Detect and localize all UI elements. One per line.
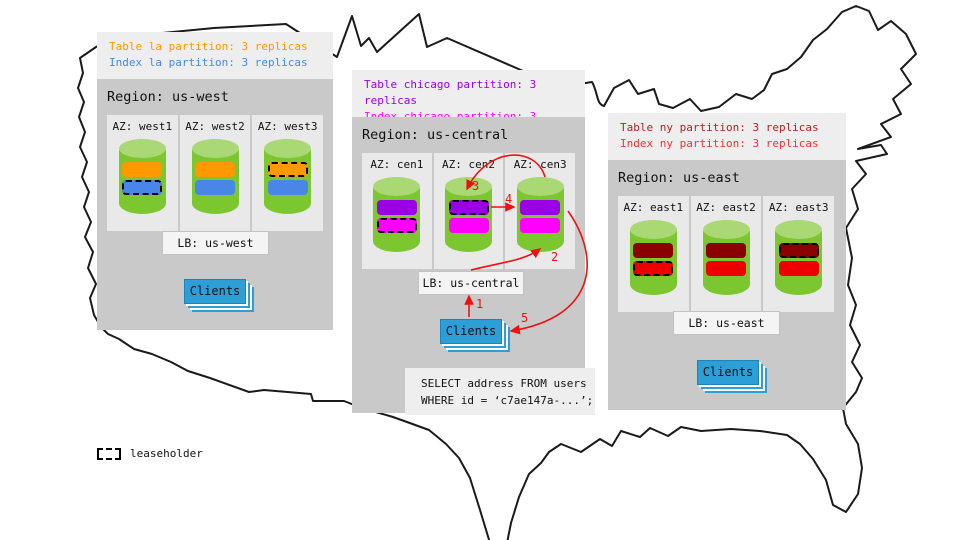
az-west3-label: AZ: west3 xyxy=(257,120,318,133)
db-node-west1 xyxy=(118,139,166,214)
region-us-west: Region: us-west AZ: west1 AZ: west2 AZ: … xyxy=(97,79,333,330)
flow-step-5: 5 xyxy=(521,311,529,325)
az-west1: AZ: west1 xyxy=(107,115,178,231)
us-west-index-partition-note: Index la partition: 3 replicas xyxy=(109,56,308,69)
table-partition-leaseholder xyxy=(778,243,819,258)
load-balancer-us-west: LB: us-west xyxy=(162,231,269,255)
clients-us-east: Clients xyxy=(697,360,759,385)
table-partition-replica xyxy=(195,162,235,177)
leaseholder-swatch-icon xyxy=(97,447,121,460)
az-east1: AZ: east1 xyxy=(618,196,689,312)
az-cen1-label: AZ: cen1 xyxy=(370,158,424,171)
db-node-cen3 xyxy=(516,177,564,252)
index-partition-replica xyxy=(520,218,561,233)
replica-bars xyxy=(119,162,166,195)
az-cen2: AZ: cen2 xyxy=(433,153,504,269)
index-partition-replica xyxy=(778,261,819,276)
db-node-east2 xyxy=(702,220,750,295)
table-partition-replica xyxy=(633,243,674,258)
us-west-az-row: AZ: west1 AZ: west2 AZ: west3 xyxy=(107,115,324,231)
az-west2: AZ: west2 xyxy=(179,115,251,231)
az-west1-label: AZ: west1 xyxy=(112,120,173,133)
replica-bars xyxy=(192,162,239,195)
sql-query: SELECT address FROM users WHERE id = ‘c7… xyxy=(405,368,595,415)
db-node-east1 xyxy=(629,220,677,295)
index-partition-leaseholder xyxy=(633,261,674,276)
db-node-cen1 xyxy=(373,177,421,252)
leaseholder-legend: leaseholder xyxy=(97,447,203,460)
az-west3: AZ: west3 xyxy=(252,115,324,231)
sql-query-line1: SELECT address FROM users xyxy=(421,377,587,390)
load-balancer-us-east: LB: us-east xyxy=(673,311,780,335)
table-partition-leaseholder xyxy=(448,200,489,215)
flow-step-4: 4 xyxy=(505,192,513,206)
index-partition-replica xyxy=(448,218,489,233)
clients-us-west: Clients xyxy=(184,279,246,304)
us-map-path xyxy=(77,5,917,540)
az-east1-label: AZ: east1 xyxy=(623,201,684,214)
table-partition-replica xyxy=(376,200,417,215)
replica-bars xyxy=(373,200,420,233)
us-central-region-title: Region: us-central xyxy=(362,127,509,143)
table-partition-replica xyxy=(706,243,746,258)
sql-query-line2: WHERE id = ‘c7ae147a-...’; xyxy=(421,394,594,407)
replica-bars xyxy=(630,243,677,276)
az-east2: AZ: east2 xyxy=(690,196,762,312)
us-west-region-title: Region: us-west xyxy=(107,89,229,105)
az-east3: AZ: east3 xyxy=(763,196,835,312)
index-partition-leaseholder xyxy=(122,180,163,195)
az-cen3: AZ: cen3 xyxy=(505,153,576,269)
index-partition-replica xyxy=(195,180,235,195)
replica-bars xyxy=(517,200,564,233)
replica-bars xyxy=(445,200,492,233)
az-east3-label: AZ: east3 xyxy=(768,201,829,214)
index-partition-replica xyxy=(267,180,308,195)
az-cen1: AZ: cen1 xyxy=(362,153,432,269)
us-west-table-partition-note: Table la partition: 3 replicas xyxy=(109,40,308,53)
db-node-cen2 xyxy=(445,177,492,252)
load-balancer-us-central: LB: us-central xyxy=(418,271,524,295)
us-central-table-partition-note: Table chicago partition: 3 replicas xyxy=(364,78,537,107)
us-central-az-row: AZ: cen1 AZ: cen2 AZ: cen3 xyxy=(362,153,576,269)
us-east-region-title: Region: us-east xyxy=(618,170,740,186)
us-east-az-row: AZ: east1 AZ: east2 AZ: east3 xyxy=(618,196,835,312)
db-node-east3 xyxy=(775,220,823,295)
us-central-annotation: Table chicago partition: 3 replicas Inde… xyxy=(352,70,585,139)
replica-bars xyxy=(703,243,750,276)
table-partition-leaseholder xyxy=(267,162,308,177)
flow-step-2: 2 xyxy=(551,250,559,264)
table-partition-replica xyxy=(122,162,163,177)
az-cen3-label: AZ: cen3 xyxy=(513,158,567,171)
table-partition-replica xyxy=(520,200,561,215)
db-node-west2 xyxy=(191,139,239,214)
flow-step-3: 3 xyxy=(472,179,480,193)
replica-bars xyxy=(775,243,822,276)
flow-step-1: 1 xyxy=(476,297,484,311)
region-us-east: Region: us-east AZ: east1 AZ: east2 AZ: … xyxy=(608,160,846,410)
us-east-index-partition-note: Index ny partition: 3 replicas xyxy=(620,137,819,150)
clients-us-central: Clients xyxy=(440,319,502,344)
index-partition-leaseholder xyxy=(376,218,417,233)
az-east2-label: AZ: east2 xyxy=(696,201,756,214)
az-west2-label: AZ: west2 xyxy=(185,120,245,133)
replica-bars xyxy=(264,162,311,195)
az-cen2-label: AZ: cen2 xyxy=(442,158,495,171)
us-west-annotation: Table la partition: 3 replicas Index la … xyxy=(97,32,333,79)
db-node-west3 xyxy=(264,139,312,214)
index-partition-replica xyxy=(706,261,746,276)
us-east-annotation: Table ny partition: 3 replicas Index ny … xyxy=(608,113,846,160)
leaseholder-legend-label: leaseholder xyxy=(130,447,203,460)
us-east-table-partition-note: Table ny partition: 3 replicas xyxy=(620,121,819,134)
